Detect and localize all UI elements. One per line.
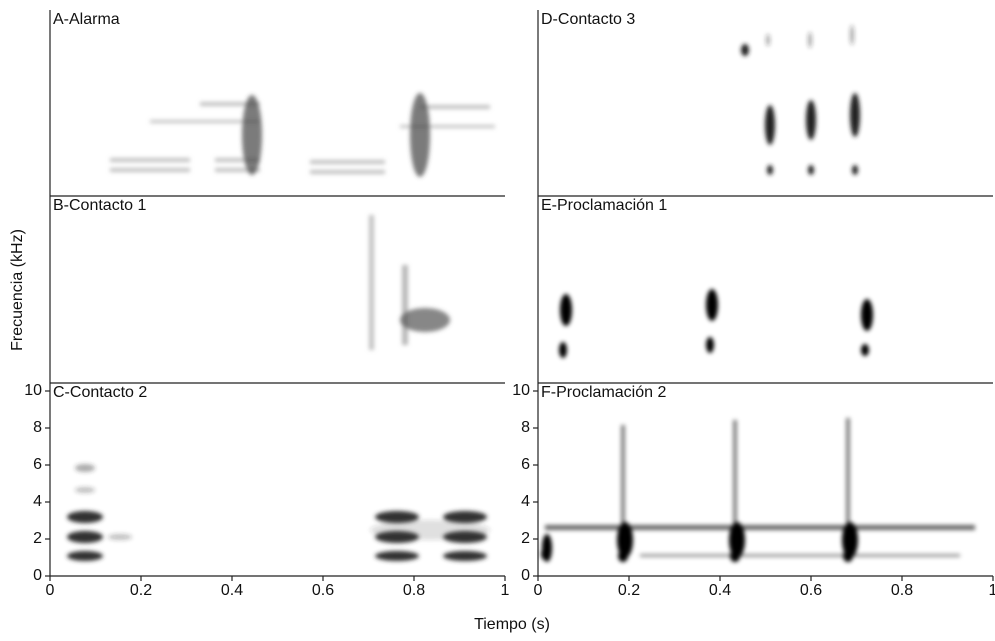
y-tick-label: 10 — [24, 382, 42, 399]
panel-title: F-Proclamación 2 — [541, 384, 666, 401]
spectrogram-energy — [67, 25, 975, 562]
x-tick-label: 0.2 — [618, 582, 640, 599]
y-tick-label: 10 — [512, 382, 530, 399]
x-axis-label: Tiempo (s) — [474, 616, 550, 633]
y-tick-label: 6 — [521, 456, 530, 473]
y-axis-label: Frecuencia (kHz) — [9, 229, 26, 351]
y-tick-label: 6 — [33, 456, 42, 473]
panel-title: A-Alarma — [53, 11, 120, 28]
panel-title: D-Contacto 3 — [541, 11, 635, 28]
x-tick-label: 0.4 — [221, 582, 243, 599]
x-tick-label: 0.8 — [403, 582, 425, 599]
y-tick-label: 2 — [33, 530, 42, 547]
y-tick-label: 0 — [33, 567, 42, 584]
panel-title: B-Contacto 1 — [53, 197, 146, 214]
x-tick-label: 0.6 — [312, 582, 334, 599]
x-tick-label: 0.6 — [800, 582, 822, 599]
x-tick-label: 0 — [534, 582, 543, 599]
panel-title: E-Proclamación 1 — [541, 197, 667, 214]
x-tick-label: 0.8 — [891, 582, 913, 599]
x-tick-label: 0.2 — [130, 582, 152, 599]
y-tick-label: 4 — [521, 493, 530, 510]
x-tick-label: 1 — [501, 582, 510, 599]
x-tick-label: 1 — [989, 582, 995, 599]
y-tick-label: 0 — [521, 567, 530, 584]
y-tick-label: 4 — [33, 493, 42, 510]
panel-title: C-Contacto 2 — [53, 384, 147, 401]
y-tick-label: 8 — [521, 419, 530, 436]
x-tick-label: 0 — [46, 582, 55, 599]
x-tick-label: 0.4 — [709, 582, 731, 599]
y-tick-label: 2 — [521, 530, 530, 547]
y-tick-label: 8 — [33, 419, 42, 436]
